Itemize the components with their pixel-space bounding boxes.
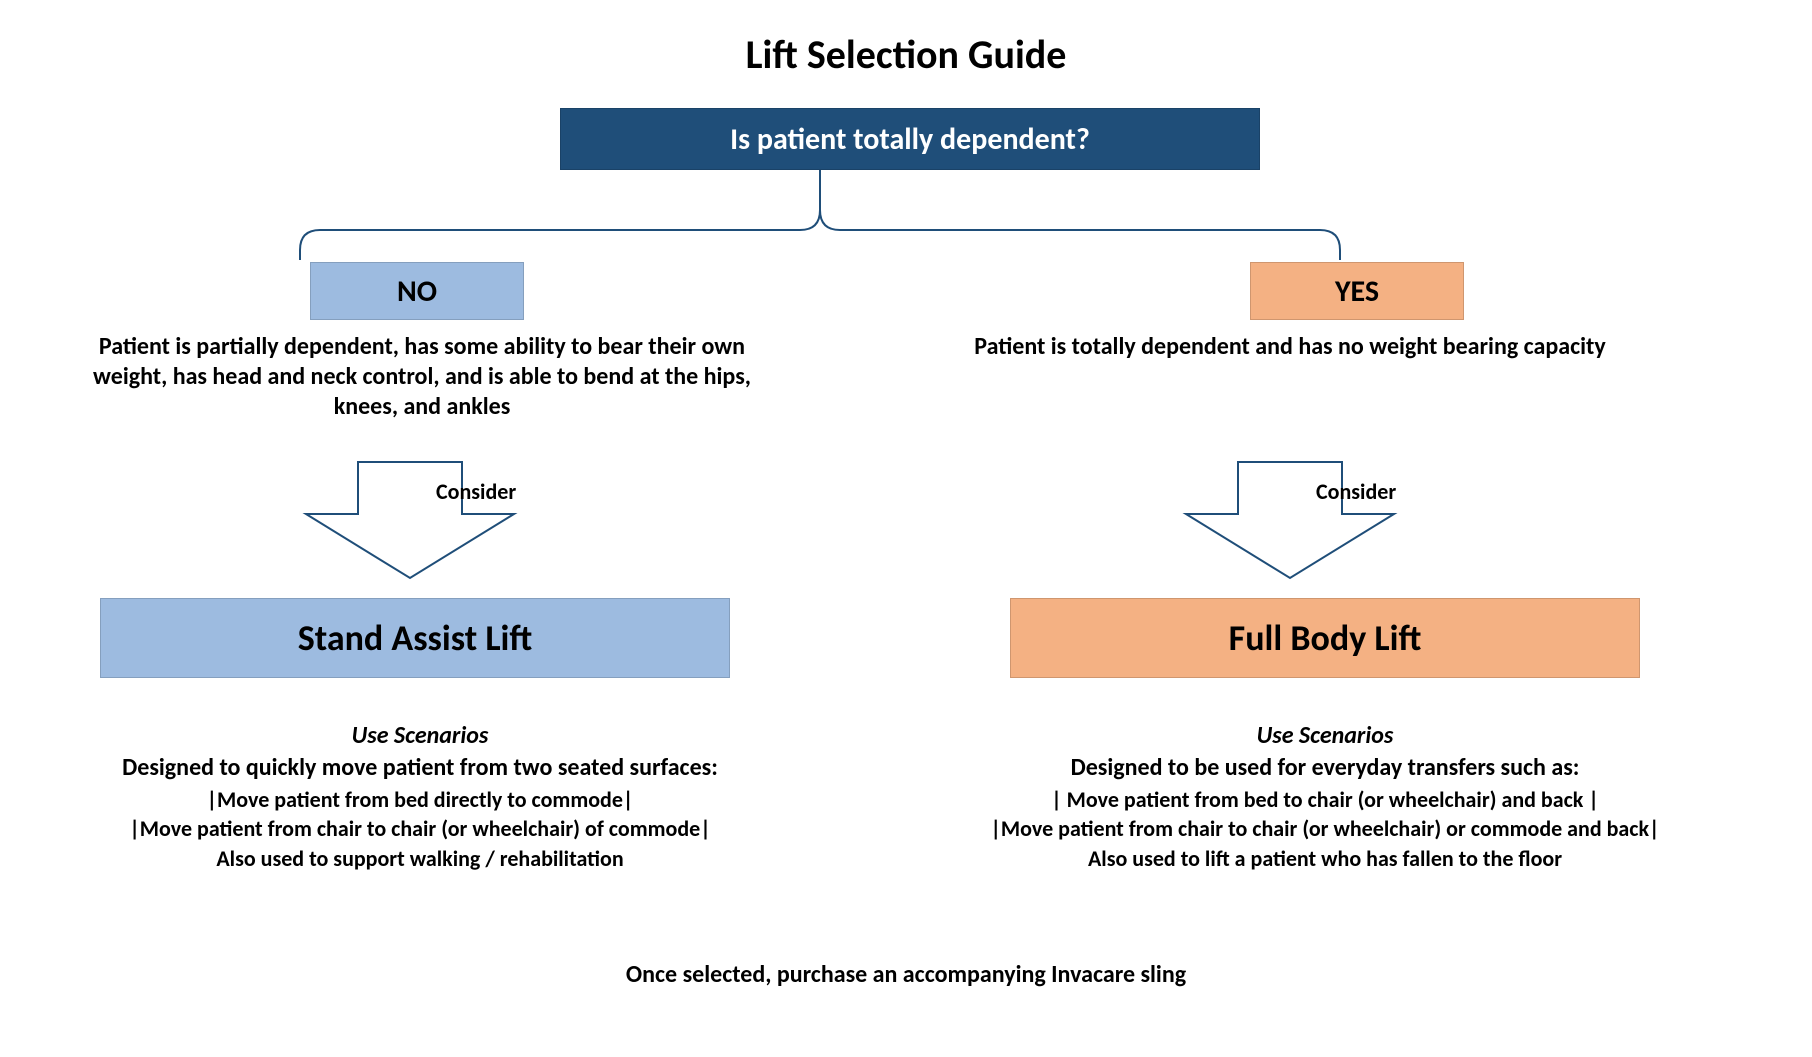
footer-text: Once selected, purchase an accompanying … [0,960,1812,989]
stand-scenarios-item: |Move patient from chair to chair (or wh… [40,814,800,844]
consider-label-left: Consider [436,478,516,505]
yes-box: YES [1250,262,1464,320]
no-description: Patient is partially dependent, has some… [72,332,772,422]
yes-description: Patient is totally dependent and has no … [930,332,1650,362]
page-title: Lift Selection Guide [0,30,1812,79]
question-box: Is patient totally dependent? [560,108,1260,170]
stand-scenarios-lead: Designed to quickly move patient from tw… [40,752,800,784]
branch-connector [260,170,1380,270]
stand-scenarios-title: Use Scenarios [40,720,800,752]
full-scenarios-lead: Designed to be used for everyday transfe… [920,752,1730,784]
stand-scenarios-note: Also used to support walking / rehabilit… [40,844,800,874]
no-box: NO [310,262,524,320]
stand-scenarios: Use Scenarios Designed to quickly move p… [40,720,800,874]
full-scenarios-item: | Move patient from bed to chair (or whe… [920,785,1730,815]
full-scenarios: Use Scenarios Designed to be used for ev… [920,720,1730,874]
stand-assist-box: Stand Assist Lift [100,598,730,678]
full-scenarios-note: Also used to lift a patient who has fall… [920,844,1730,874]
branch-path [300,170,1340,260]
full-scenarios-title: Use Scenarios [920,720,1730,752]
full-scenarios-item: |Move patient from chair to chair (or wh… [920,814,1730,844]
consider-label-right: Consider [1316,478,1396,505]
full-body-box: Full Body Lift [1010,598,1640,678]
stand-scenarios-item: |Move patient from bed directly to commo… [40,785,800,815]
